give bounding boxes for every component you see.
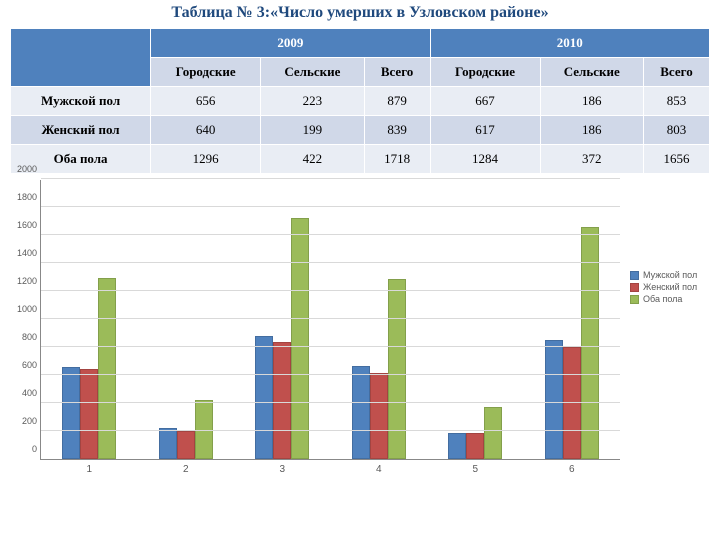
legend-swatch xyxy=(630,295,639,304)
legend-item: Женский пол xyxy=(630,282,697,292)
cell: 1296 xyxy=(151,145,261,174)
cell: 422 xyxy=(261,145,364,174)
cell: 1718 xyxy=(364,145,430,174)
grid-line xyxy=(41,262,620,263)
bar-group: 1 xyxy=(41,180,138,459)
bar xyxy=(98,278,116,459)
grid-line xyxy=(41,234,620,235)
subcol-4: Сельские xyxy=(540,58,643,87)
legend-swatch xyxy=(630,271,639,280)
cell: 803 xyxy=(643,116,709,145)
bar-group: 5 xyxy=(427,180,524,459)
y-axis-label: 1400 xyxy=(11,248,37,258)
legend-label: Мужской пол xyxy=(643,270,697,280)
x-axis-label: 6 xyxy=(524,464,621,475)
grid-line xyxy=(41,318,620,319)
x-axis-label: 1 xyxy=(41,464,138,475)
chart-plot-area: 123456 020040060080010001200140016001800… xyxy=(40,180,620,460)
subcol-2: Всего xyxy=(364,58,430,87)
grid-line xyxy=(41,374,620,375)
cell: 667 xyxy=(430,87,540,116)
page-title: Таблица № 3:«Число умерших в Узловском р… xyxy=(0,0,720,28)
grid-line xyxy=(41,346,620,347)
table-row: Оба пола 1296 422 1718 1284 372 1656 xyxy=(11,145,710,174)
y-axis-label: 1800 xyxy=(11,192,37,202)
grid-line xyxy=(41,430,620,431)
cell: 223 xyxy=(261,87,364,116)
year-header-1: 2010 xyxy=(430,29,709,58)
grid-line xyxy=(41,402,620,403)
data-table: 2009 2010 Городские Сельские Всего Город… xyxy=(10,28,710,174)
x-axis-label: 4 xyxy=(331,464,428,475)
bar xyxy=(370,373,388,459)
subcol-0: Городские xyxy=(151,58,261,87)
legend-item: Оба пола xyxy=(630,294,697,304)
bar xyxy=(291,218,309,459)
bar xyxy=(273,342,291,459)
cell: 1656 xyxy=(643,145,709,174)
chart-legend: Мужской пол Женский пол Оба пола xyxy=(630,270,697,306)
cell: 372 xyxy=(540,145,643,174)
y-axis-label: 1000 xyxy=(11,304,37,314)
bar xyxy=(388,279,406,459)
table-corner xyxy=(11,29,151,87)
x-axis-label: 3 xyxy=(234,464,331,475)
bar xyxy=(545,340,563,459)
subcol-3: Городские xyxy=(430,58,540,87)
cell: 1284 xyxy=(430,145,540,174)
cell: 199 xyxy=(261,116,364,145)
y-axis-label: 0 xyxy=(11,444,37,454)
cell: 656 xyxy=(151,87,261,116)
subcol-1: Сельские xyxy=(261,58,364,87)
x-axis-label: 2 xyxy=(138,464,235,475)
row-label-1: Женский пол xyxy=(11,116,151,145)
y-axis-label: 2000 xyxy=(11,164,37,174)
table-row: Мужской пол 656 223 879 667 186 853 xyxy=(11,87,710,116)
cell: 186 xyxy=(540,116,643,145)
bar xyxy=(484,407,502,459)
bar xyxy=(466,433,484,459)
y-axis-label: 1200 xyxy=(11,276,37,286)
bar-group: 2 xyxy=(138,180,235,459)
legend-label: Женский пол xyxy=(643,282,697,292)
x-axis-label: 5 xyxy=(427,464,524,475)
legend-item: Мужской пол xyxy=(630,270,697,280)
bar-group: 3 xyxy=(234,180,331,459)
cell: 853 xyxy=(643,87,709,116)
table-row: Женский пол 640 199 839 617 186 803 xyxy=(11,116,710,145)
row-label-0: Мужской пол xyxy=(11,87,151,116)
subcol-5: Всего xyxy=(643,58,709,87)
bar-group: 6 xyxy=(524,180,621,459)
year-header-0: 2009 xyxy=(151,29,430,58)
cell: 839 xyxy=(364,116,430,145)
cell: 186 xyxy=(540,87,643,116)
cell: 640 xyxy=(151,116,261,145)
legend-label: Оба пола xyxy=(643,294,682,304)
cell: 617 xyxy=(430,116,540,145)
grid-line xyxy=(41,206,620,207)
y-axis-label: 600 xyxy=(11,360,37,370)
grid-line xyxy=(41,290,620,291)
chart-bars: 123456 xyxy=(41,180,620,459)
bar xyxy=(80,369,98,459)
grid-line xyxy=(41,178,620,179)
legend-swatch xyxy=(630,283,639,292)
bar xyxy=(159,428,177,459)
bar xyxy=(448,433,466,459)
y-axis-label: 1600 xyxy=(11,220,37,230)
cell: 879 xyxy=(364,87,430,116)
y-axis-label: 800 xyxy=(11,332,37,342)
bar xyxy=(255,336,273,459)
chart: 123456 0 200 400 600 800 1000 1200 1400 1600 1800… xyxy=(10,180,710,460)
bar xyxy=(62,367,80,459)
bar xyxy=(177,431,195,459)
bar xyxy=(352,366,370,459)
bar-group: 4 xyxy=(331,180,428,459)
y-axis-label: 200 xyxy=(11,416,37,426)
y-axis-label: 400 xyxy=(11,388,37,398)
